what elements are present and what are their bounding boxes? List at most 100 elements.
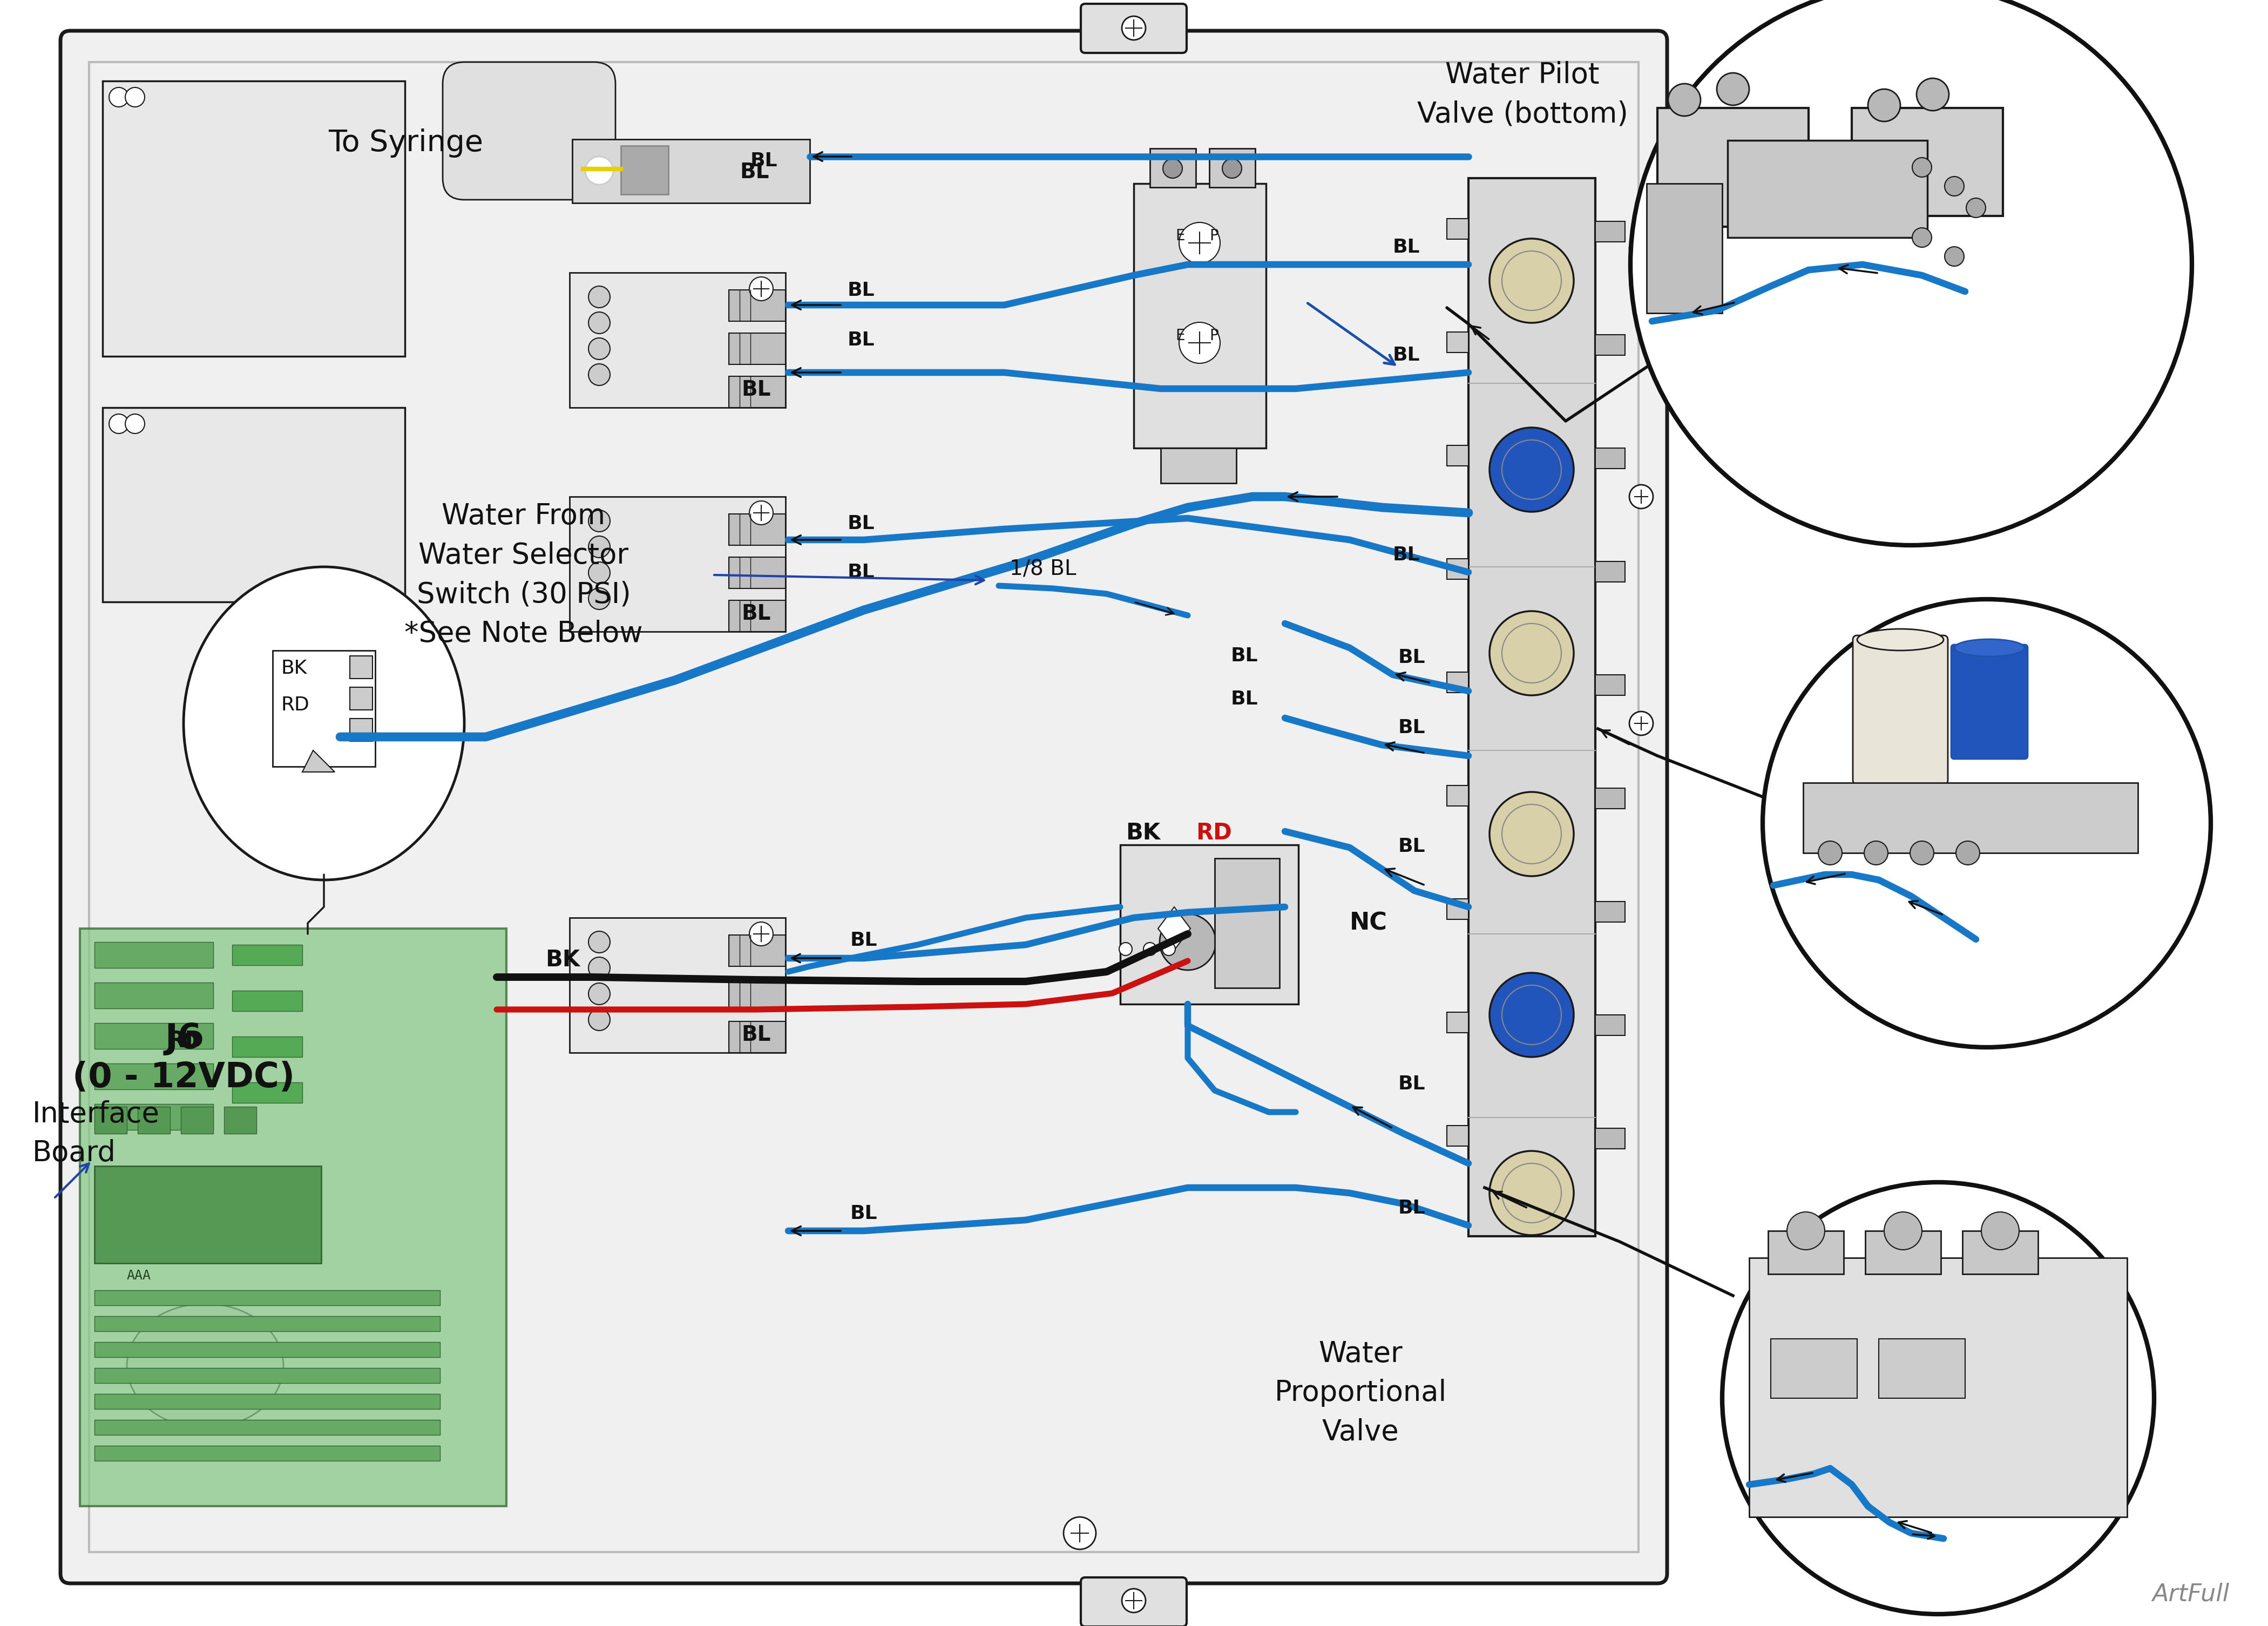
- Bar: [1864, 1231, 1941, 1275]
- Bar: [728, 1021, 785, 1052]
- Bar: [728, 376, 785, 408]
- Bar: [1447, 899, 1467, 919]
- Circle shape: [585, 156, 612, 185]
- Circle shape: [1490, 428, 1574, 512]
- Circle shape: [748, 501, 773, 525]
- FancyBboxPatch shape: [1082, 3, 1186, 54]
- Bar: [1447, 218, 1467, 239]
- Bar: [1594, 1128, 1624, 1150]
- Bar: [272, 650, 374, 766]
- Circle shape: [1885, 1211, 1921, 1250]
- Bar: [1594, 1015, 1624, 1036]
- Bar: [95, 1393, 440, 1410]
- Bar: [621, 146, 669, 195]
- Bar: [181, 1107, 213, 1133]
- Bar: [1161, 449, 1236, 483]
- Bar: [1447, 1013, 1467, 1033]
- Text: BL: BL: [850, 1205, 878, 1223]
- Bar: [1120, 846, 1297, 1005]
- Bar: [1962, 1231, 2039, 1275]
- Ellipse shape: [1955, 639, 2025, 657]
- Circle shape: [587, 958, 610, 979]
- Circle shape: [1912, 158, 1932, 177]
- Circle shape: [1762, 600, 2211, 1047]
- Circle shape: [1982, 1211, 2019, 1250]
- Bar: [728, 979, 785, 1010]
- Bar: [231, 1036, 302, 1057]
- Text: BL: BL: [1399, 719, 1427, 737]
- Circle shape: [1912, 228, 1932, 247]
- Bar: [231, 1083, 302, 1102]
- Bar: [225, 1107, 256, 1133]
- Bar: [1209, 148, 1254, 187]
- Circle shape: [587, 312, 610, 333]
- Circle shape: [587, 563, 610, 584]
- Bar: [95, 982, 213, 1008]
- Circle shape: [1118, 943, 1132, 956]
- Bar: [231, 990, 302, 1011]
- Bar: [569, 496, 785, 631]
- Bar: [1647, 184, 1721, 314]
- Circle shape: [1869, 89, 1901, 122]
- Circle shape: [1721, 1182, 2155, 1615]
- FancyBboxPatch shape: [1853, 636, 1948, 784]
- Text: BL: BL: [739, 163, 769, 182]
- Circle shape: [1944, 177, 1964, 197]
- Bar: [1594, 901, 1624, 922]
- Bar: [1594, 335, 1624, 354]
- Text: BL: BL: [1399, 837, 1427, 855]
- Text: ArtFull: ArtFull: [2152, 1582, 2229, 1606]
- Circle shape: [1490, 792, 1574, 876]
- Bar: [728, 558, 785, 589]
- Bar: [138, 1107, 170, 1133]
- Circle shape: [1631, 0, 2191, 545]
- Circle shape: [1159, 914, 1216, 971]
- Text: E: E: [1175, 228, 1184, 244]
- Text: BK: BK: [281, 659, 306, 678]
- FancyBboxPatch shape: [442, 62, 615, 200]
- Bar: [1216, 859, 1279, 989]
- Circle shape: [1628, 485, 1653, 509]
- Text: To Syringe: To Syringe: [329, 128, 483, 158]
- Text: BL: BL: [1232, 689, 1259, 709]
- Bar: [1467, 179, 1594, 1236]
- Text: RD: RD: [1195, 821, 1232, 844]
- Bar: [1447, 672, 1467, 693]
- Circle shape: [1179, 223, 1220, 263]
- Bar: [1594, 789, 1624, 808]
- Circle shape: [1966, 198, 1987, 218]
- Circle shape: [1161, 943, 1175, 956]
- Text: BL: BL: [751, 151, 778, 171]
- Circle shape: [1916, 78, 1948, 111]
- Circle shape: [1819, 841, 1842, 865]
- Text: BL: BL: [1399, 1075, 1427, 1093]
- Circle shape: [1864, 841, 1887, 865]
- Text: BL: BL: [1232, 647, 1259, 665]
- Text: BL: BL: [848, 563, 875, 582]
- Circle shape: [587, 511, 610, 532]
- Circle shape: [587, 984, 610, 1005]
- Bar: [349, 655, 372, 678]
- Bar: [102, 81, 406, 356]
- Text: RD: RD: [168, 1029, 204, 1052]
- Text: BL: BL: [1393, 546, 1420, 564]
- Bar: [95, 1446, 440, 1460]
- Bar: [728, 514, 785, 545]
- Circle shape: [1669, 83, 1701, 115]
- Bar: [1728, 140, 1928, 237]
- Bar: [102, 408, 406, 602]
- Text: BL: BL: [848, 332, 875, 350]
- Bar: [349, 688, 372, 711]
- Circle shape: [1123, 1589, 1145, 1613]
- Bar: [79, 928, 506, 1506]
- FancyBboxPatch shape: [1082, 1577, 1186, 1626]
- Text: BL: BL: [848, 281, 875, 299]
- Circle shape: [587, 338, 610, 359]
- Bar: [88, 62, 1637, 1553]
- Circle shape: [1123, 16, 1145, 41]
- Circle shape: [587, 364, 610, 385]
- Circle shape: [125, 88, 145, 107]
- Circle shape: [1179, 322, 1220, 363]
- Text: BL: BL: [742, 379, 771, 400]
- Bar: [231, 945, 302, 966]
